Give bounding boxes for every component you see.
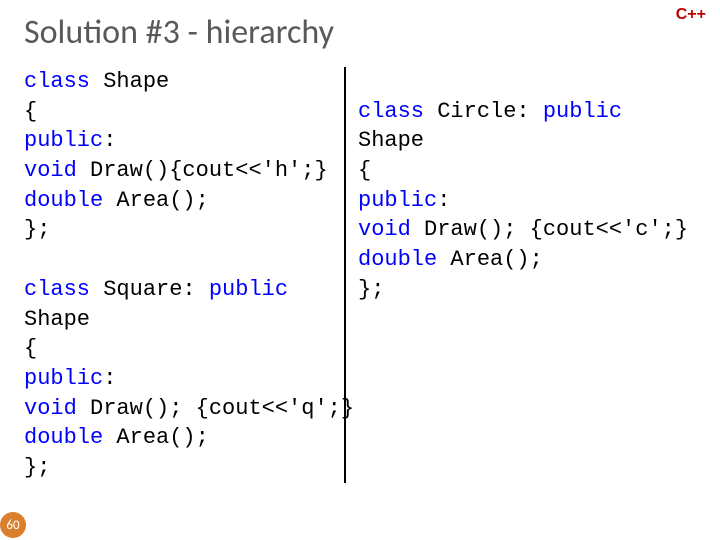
keyword-token: public: [543, 99, 622, 124]
code-token: };: [24, 217, 50, 242]
keyword-token: double: [358, 247, 437, 272]
code-token: :: [103, 366, 116, 391]
code-token: Shape: [358, 128, 424, 153]
keyword-token: void: [358, 217, 411, 242]
code-token: };: [358, 277, 384, 302]
code-line: Shape: [24, 305, 336, 335]
code-line: {: [24, 334, 336, 364]
code-line: };: [24, 453, 336, 483]
code-token: Shape: [90, 69, 169, 94]
code-left-column: class Shape{public:void Draw(){cout<<'h'…: [24, 67, 346, 483]
slide-title: Solution #3 - hierarchy: [24, 12, 696, 53]
code-line: [24, 245, 336, 275]
code-token: :: [103, 128, 116, 153]
code-line: public:: [24, 364, 336, 394]
code-line: void Draw(){cout<<'h';}: [24, 156, 336, 186]
code-line: {: [24, 97, 336, 127]
keyword-token: class: [24, 277, 90, 302]
language-badge: C++: [676, 6, 706, 24]
keyword-token: class: [358, 99, 424, 124]
keyword-token: public: [209, 277, 288, 302]
code-line: double Area();: [358, 245, 696, 275]
code-token: };: [24, 455, 50, 480]
code-line: {: [358, 156, 696, 186]
code-line: class Square: public: [24, 275, 336, 305]
code-token: Area();: [103, 188, 209, 213]
code-token: Draw(); {cout<<'q';}: [77, 396, 354, 421]
keyword-token: double: [24, 425, 103, 450]
code-line: };: [24, 215, 336, 245]
keyword-token: public: [24, 366, 103, 391]
keyword-token: public: [358, 188, 437, 213]
code-right-column: class Circle: publicShape{public:void Dr…: [346, 67, 696, 483]
code-line: };: [358, 275, 696, 305]
keyword-token: double: [24, 188, 103, 213]
keyword-token: class: [24, 69, 90, 94]
code-line: double Area();: [24, 423, 336, 453]
code-line: public:: [358, 186, 696, 216]
code-line: [358, 67, 696, 97]
code-line: double Area();: [24, 186, 336, 216]
code-token: Area();: [437, 247, 543, 272]
code-token: :: [437, 188, 450, 213]
keyword-token: public: [24, 128, 103, 153]
code-token: {: [358, 158, 371, 183]
code-token: Circle:: [424, 99, 543, 124]
code-token: Shape: [24, 307, 90, 332]
code-token: Area();: [103, 425, 209, 450]
code-area: class Shape{public:void Draw(){cout<<'h'…: [24, 67, 696, 483]
code-line: Shape: [358, 126, 696, 156]
keyword-token: void: [24, 158, 77, 183]
code-line: public:: [24, 126, 336, 156]
slide-container: C++ Solution #3 - hierarchy class Shape{…: [0, 0, 720, 540]
code-line: class Shape: [24, 67, 336, 97]
code-token: {: [24, 99, 37, 124]
code-token: Square:: [90, 277, 209, 302]
code-token: {: [24, 336, 37, 361]
slide-number: 60: [0, 512, 26, 538]
code-token: Draw(); {cout<<'c';}: [411, 217, 688, 242]
code-line: class Circle: public: [358, 97, 696, 127]
keyword-token: void: [24, 396, 77, 421]
code-line: void Draw(); {cout<<'c';}: [358, 215, 696, 245]
code-token: Draw(){cout<<'h';}: [77, 158, 328, 183]
code-line: void Draw(); {cout<<'q';}: [24, 394, 336, 424]
